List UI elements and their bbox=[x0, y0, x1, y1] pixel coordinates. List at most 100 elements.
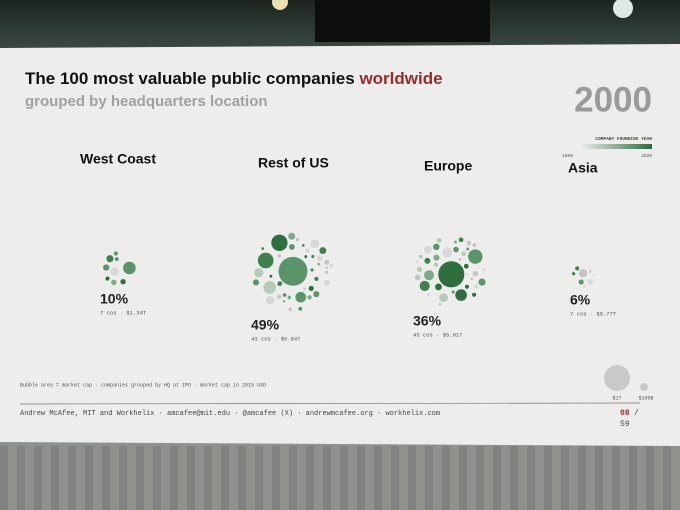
curtain-fold bbox=[578, 446, 586, 510]
bubble bbox=[104, 276, 110, 282]
bubble bbox=[253, 267, 264, 278]
bubble bbox=[582, 284, 587, 289]
bubble bbox=[323, 279, 331, 287]
slide bbox=[0, 44, 680, 446]
curtain-fold bbox=[442, 446, 450, 510]
bubble bbox=[414, 259, 420, 264]
curtain-fold bbox=[68, 446, 76, 510]
curtain-fold bbox=[510, 446, 518, 510]
bubble bbox=[419, 280, 431, 292]
bubble bbox=[265, 295, 275, 306]
bubble bbox=[310, 268, 315, 273]
bubble bbox=[309, 238, 320, 249]
bubble bbox=[418, 254, 424, 259]
groups: West Coast 10% 7 cos · $1.34T Rest of US 49%… bbox=[80, 151, 617, 343]
curtain-fold bbox=[459, 446, 467, 510]
group-name: Asia bbox=[568, 160, 598, 176]
curtain-fold bbox=[374, 446, 382, 510]
page-total: 59 bbox=[620, 420, 630, 429]
bubble bbox=[302, 286, 307, 291]
bubble bbox=[471, 292, 477, 298]
group-name: Rest of US bbox=[258, 155, 329, 171]
bubble bbox=[287, 307, 293, 312]
footer-rule bbox=[19, 402, 641, 405]
bubble bbox=[310, 254, 315, 259]
curtain-fold bbox=[85, 446, 93, 510]
curtain-fold bbox=[255, 446, 263, 510]
bubble bbox=[467, 248, 483, 265]
curtain-fold bbox=[289, 446, 297, 510]
light bbox=[613, 0, 633, 18]
bubble bbox=[122, 261, 137, 275]
bubble bbox=[282, 292, 287, 298]
bubble bbox=[324, 270, 329, 275]
curtain-fold bbox=[663, 446, 671, 510]
bubble bbox=[426, 292, 431, 297]
bubble bbox=[578, 279, 585, 286]
group-name: Europe bbox=[424, 158, 472, 174]
bubble bbox=[105, 254, 114, 263]
curtain-fold bbox=[391, 446, 399, 510]
bubble bbox=[433, 254, 441, 262]
bubble bbox=[423, 269, 435, 281]
year: 2000 bbox=[574, 80, 652, 119]
speaker-box bbox=[315, 0, 490, 42]
curtain-fold bbox=[306, 446, 314, 510]
curtain bbox=[0, 440, 680, 510]
legend-min: 1800 bbox=[562, 153, 573, 159]
bubble bbox=[282, 299, 286, 304]
curtain-fold bbox=[561, 446, 569, 510]
bubble bbox=[578, 268, 588, 278]
bubble bbox=[588, 269, 593, 274]
title-highlight: worldwide bbox=[358, 69, 442, 88]
bubble bbox=[469, 276, 474, 281]
curtain-fold bbox=[170, 446, 178, 510]
curtain-fold bbox=[0, 446, 8, 510]
bubble bbox=[571, 271, 576, 276]
size-legend-small bbox=[640, 383, 648, 391]
bubble bbox=[287, 232, 296, 241]
curtain-fold bbox=[238, 446, 246, 510]
curtain-fold bbox=[544, 446, 552, 510]
curtain-fold bbox=[646, 446, 654, 510]
bubble bbox=[323, 259, 330, 266]
bubble bbox=[301, 243, 306, 248]
bubble bbox=[313, 276, 319, 282]
bubble bbox=[465, 272, 470, 277]
bubble bbox=[433, 261, 439, 268]
bubble bbox=[454, 288, 468, 302]
bubble bbox=[260, 246, 265, 251]
bubble bbox=[416, 266, 423, 273]
curtain-fold bbox=[17, 446, 25, 510]
group-detail: 43 cos · $6.84T bbox=[251, 335, 301, 342]
note: Bubble area = market cap · companies gro… bbox=[20, 382, 266, 388]
curtain-fold bbox=[187, 446, 195, 510]
bubble bbox=[592, 273, 597, 277]
bubble bbox=[458, 236, 464, 243]
curtain-fold bbox=[221, 446, 229, 510]
bubble bbox=[312, 290, 320, 298]
bubble bbox=[472, 270, 479, 277]
curtain-fold bbox=[272, 446, 280, 510]
legend-gradient bbox=[578, 144, 652, 149]
bubble bbox=[432, 243, 440, 251]
slide-title: The 100 most valuable public companies w… bbox=[25, 69, 443, 88]
bubble bbox=[102, 263, 110, 272]
curtain-fold bbox=[408, 446, 416, 510]
bubble bbox=[268, 274, 273, 279]
bubble bbox=[464, 284, 470, 290]
bubble bbox=[478, 278, 487, 287]
bubble bbox=[252, 278, 260, 286]
subtitle: grouped by headquarters location bbox=[25, 93, 268, 110]
bubble bbox=[451, 290, 456, 295]
bubble bbox=[325, 265, 329, 270]
bubble bbox=[436, 237, 443, 244]
legend-max: 2020 bbox=[641, 153, 652, 159]
bubble bbox=[297, 306, 303, 312]
bubble bbox=[308, 285, 315, 292]
size-legend-label: $100B bbox=[638, 395, 653, 401]
bubble bbox=[316, 262, 321, 266]
curtain-fold bbox=[425, 446, 433, 510]
curtain-fold bbox=[612, 446, 620, 510]
